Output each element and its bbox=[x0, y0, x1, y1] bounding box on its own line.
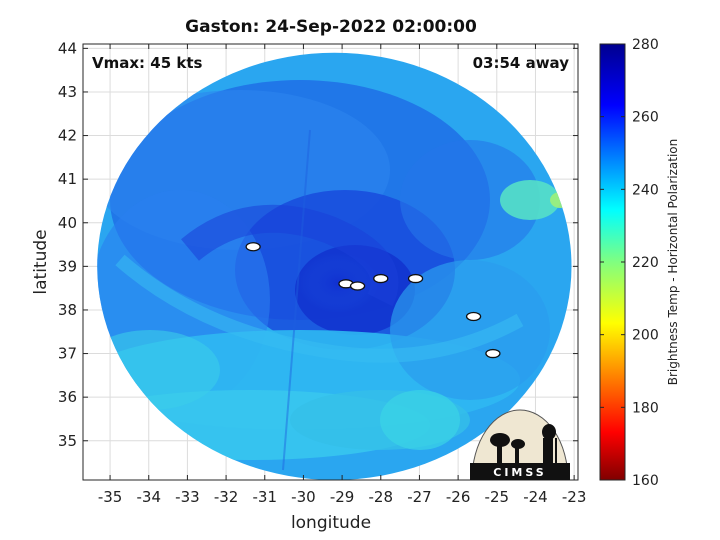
y-tick-label: 42 bbox=[58, 127, 77, 145]
contour bbox=[407, 273, 424, 284]
y-tick-label: 37 bbox=[58, 345, 77, 363]
y-tick-label: 38 bbox=[58, 301, 77, 319]
x-tick-label: -27 bbox=[407, 488, 432, 506]
colorbar-tick-label: 240 bbox=[632, 182, 659, 198]
x-tick-label: -25 bbox=[485, 488, 510, 506]
y-tick-label: 35 bbox=[58, 432, 77, 450]
x-tick-label: -24 bbox=[523, 488, 548, 506]
colorbar-tick-label: 180 bbox=[632, 400, 659, 416]
y-tick-label: 43 bbox=[58, 83, 77, 101]
logo-text: CIMSS bbox=[493, 466, 546, 479]
colorbar: 160 180 200 220 240 260 280 Brightness Temp - … bbox=[599, 37, 680, 489]
y-tick-label: 39 bbox=[58, 257, 77, 275]
y-tick-label: 36 bbox=[58, 388, 77, 406]
y-axis-label: latitude bbox=[31, 229, 51, 294]
time-away-annotation: 03:54 away bbox=[473, 54, 570, 72]
x-tick-label: -34 bbox=[136, 488, 161, 506]
x-tick-label: -31 bbox=[253, 488, 278, 506]
x-tick-label: -35 bbox=[98, 488, 123, 506]
colorbar-gradient bbox=[599, 43, 626, 481]
x-tick-label: -30 bbox=[291, 488, 316, 506]
y-axis: 35 36 37 38 39 40 41 42 43 44 bbox=[58, 39, 578, 450]
x-tick-label: -33 bbox=[175, 488, 200, 506]
x-axis: -35 -34 -33 -32 -31 -30 -29 -28 -27 -26 -25 -24 -23 bbox=[98, 44, 587, 506]
contour-layer bbox=[245, 242, 501, 359]
colorbar-ticks: 160 180 200 220 240 260 280 bbox=[600, 37, 659, 489]
colorbar-tick-label: 200 bbox=[632, 328, 659, 344]
swath-image bbox=[97, 52, 572, 480]
contour bbox=[245, 242, 261, 252]
contour bbox=[465, 311, 482, 322]
contour bbox=[349, 281, 366, 291]
colorbar-tick-label: 280 bbox=[632, 37, 659, 53]
colorbar-tick-label: 260 bbox=[632, 110, 659, 126]
contour bbox=[373, 273, 389, 284]
x-tick-label: -28 bbox=[369, 488, 394, 506]
contour bbox=[485, 348, 501, 359]
cimss-logo: CIMSS bbox=[470, 409, 570, 481]
colorbar-label: Brightness Temp - Horizontal Polarizatio… bbox=[666, 139, 680, 386]
y-tick-label: 44 bbox=[58, 39, 77, 57]
colorbar-tick-label: 160 bbox=[632, 473, 659, 489]
x-tick-label: -23 bbox=[562, 488, 587, 506]
plot-frame bbox=[82, 43, 579, 481]
x-tick-label: -32 bbox=[214, 488, 239, 506]
vmax-annotation: Vmax: 45 kts bbox=[92, 54, 202, 72]
y-tick-label: 40 bbox=[58, 214, 77, 232]
x-tick-label: -26 bbox=[446, 488, 471, 506]
y-tick-label: 41 bbox=[58, 170, 77, 188]
x-tick-label: -29 bbox=[330, 488, 355, 506]
x-axis-label: longitude bbox=[291, 513, 371, 533]
colorbar-tick-label: 220 bbox=[632, 255, 659, 271]
chart-title: Gaston: 24-Sep-2022 02:00:00 bbox=[185, 17, 477, 37]
